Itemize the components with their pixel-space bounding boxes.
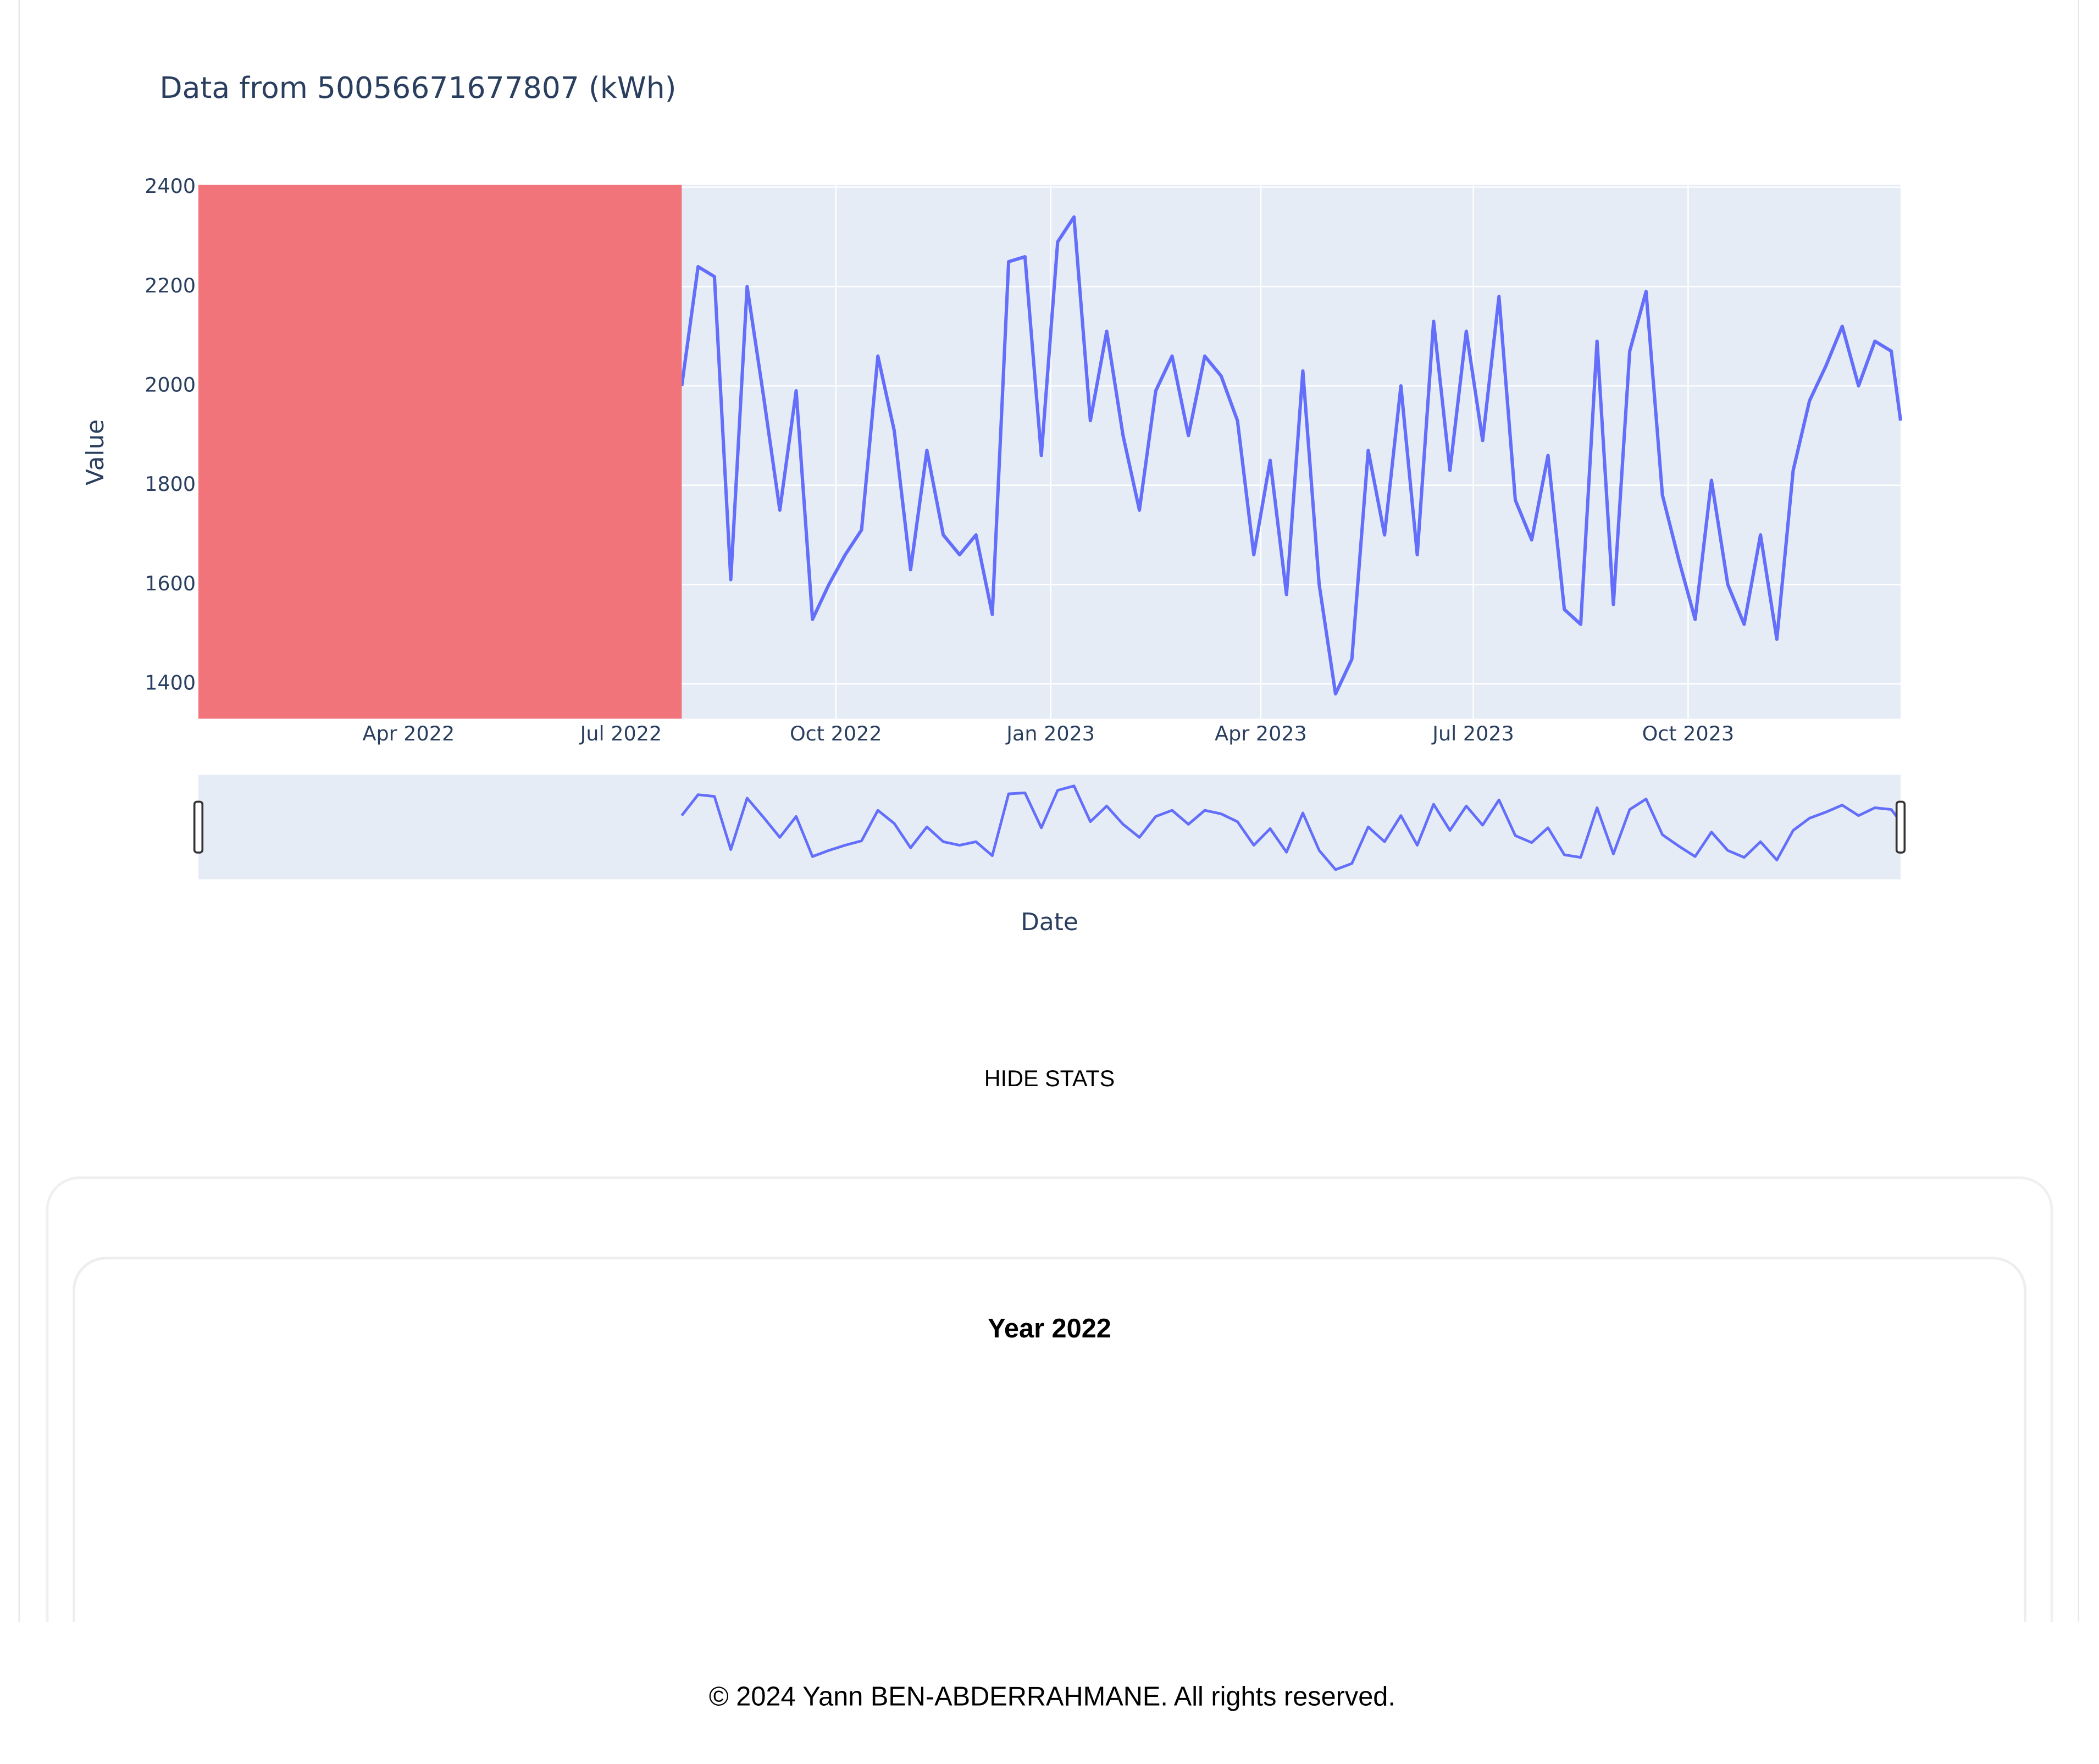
x-tick-label: Jan 2023 [1005, 722, 1095, 745]
y-tick-label: 2000 [145, 373, 196, 396]
shaded-range [198, 184, 682, 719]
y-tick-label: 1400 [145, 671, 196, 695]
y-tick-label: 1800 [145, 472, 196, 496]
slider-handle[interactable] [1895, 800, 1906, 854]
range-slider [198, 775, 1901, 880]
hide-stats-button[interactable] [972, 1060, 1127, 1101]
stats-heading: Year 2022 [988, 1314, 1111, 1343]
y-tick-label: 1600 [145, 572, 196, 595]
y-tick-label: 2200 [145, 274, 196, 297]
data-line [680, 215, 1903, 696]
x-tick-label: Apr 2022 [362, 722, 455, 745]
x-tick-label: Jul 2023 [1431, 722, 1514, 745]
button-label[interactable]: HIDE STATS [984, 1066, 1115, 1091]
x-tick-label: Apr 2023 [1215, 722, 1307, 745]
x-axis-label: Date [1021, 908, 1078, 936]
y-tick-label: 2400 [145, 174, 196, 198]
x-tick-label: Oct 2022 [790, 722, 882, 745]
y-axis-label: Value [81, 419, 109, 485]
footer-text: © 2024 Yann BEN-ABDERRAHMANE. All rights… [709, 1682, 1395, 1712]
footer [0, 1622, 2099, 1764]
slider-line [680, 784, 1902, 871]
chart-title: Data from 50056671677807 (kWh) [159, 70, 676, 105]
x-tick-label: Oct 2023 [1642, 722, 1735, 745]
slider-handle[interactable] [193, 800, 204, 854]
x-tick-label: Jul 2022 [579, 722, 662, 745]
